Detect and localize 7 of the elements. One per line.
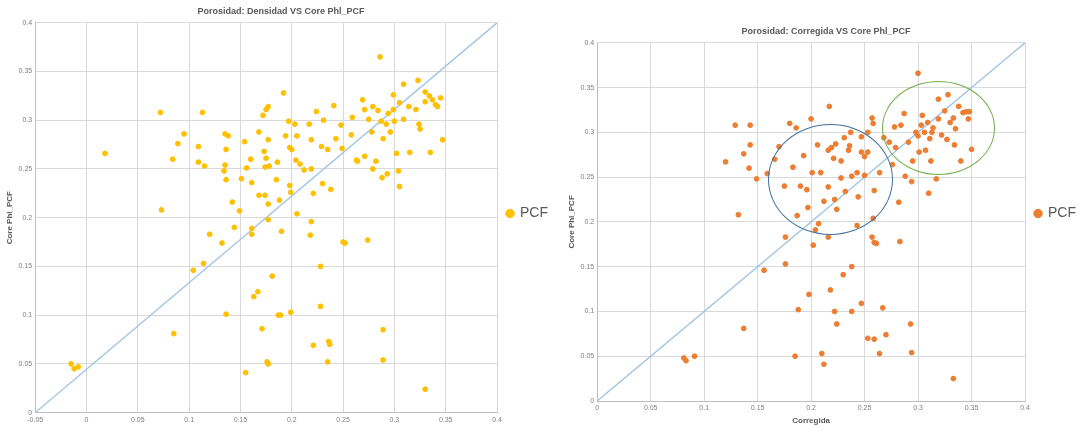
- x-axis-title: Corregida: [792, 416, 831, 426]
- legend-label: PCF: [1048, 204, 1076, 221]
- chart-title: Porosidad: Corregida VS Core Phl_PCF: [741, 25, 912, 36]
- y-axis-title: Core Phl_PCF: [567, 195, 576, 249]
- chart-title: Porosidad: Densidad VS Core Phl_PCF: [197, 5, 366, 16]
- legend-label: PCF: [520, 204, 548, 221]
- y-axis-title: Core Phl_PCF: [5, 190, 14, 245]
